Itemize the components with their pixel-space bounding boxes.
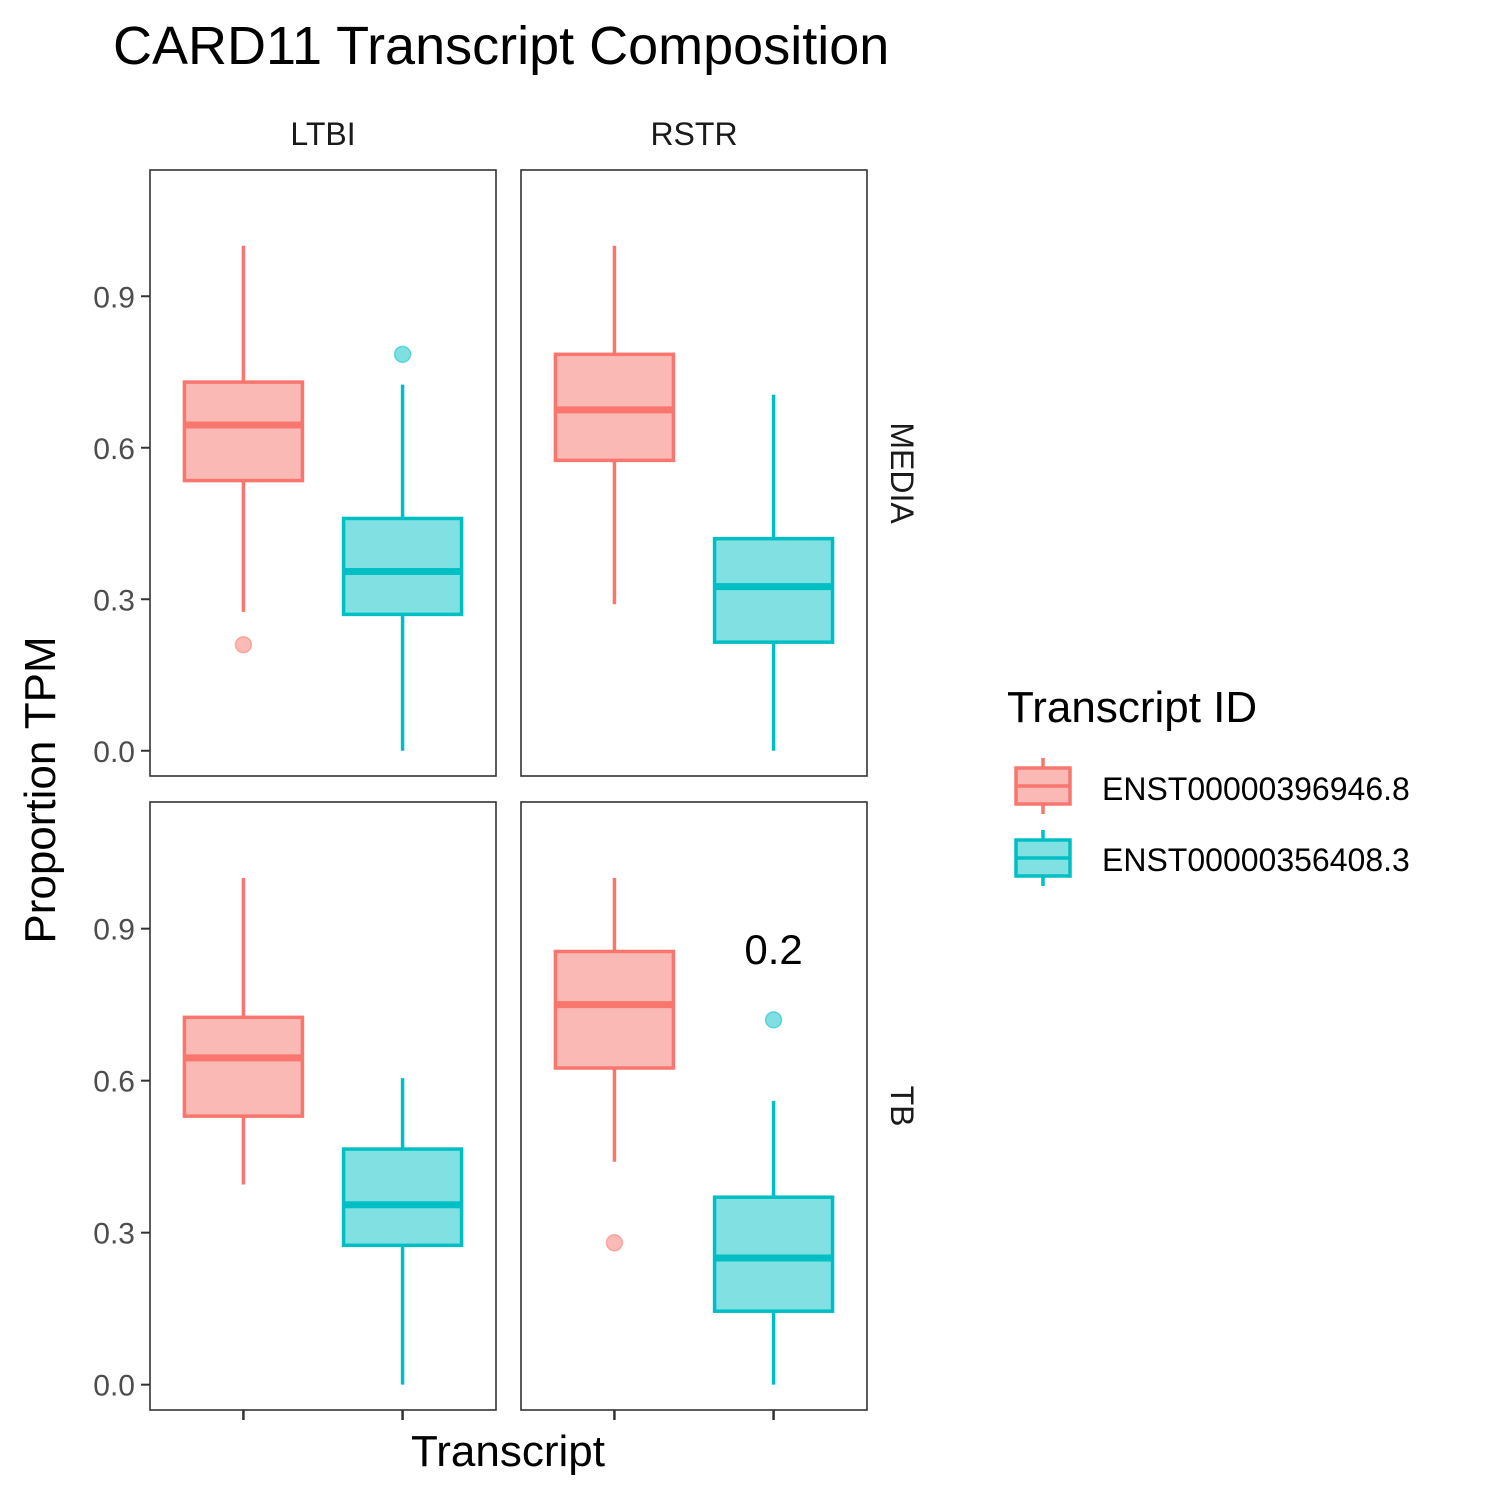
- legend: Transcript ID ENST00000396946.8 ENST0000…: [1007, 683, 1410, 886]
- chart-title: CARD11 Transcript Composition: [113, 16, 889, 76]
- facet-strip-ltbi: LTBI: [290, 116, 355, 152]
- y-tick-label: 0.3: [93, 584, 135, 617]
- y-tick-label: 0.6: [93, 433, 135, 466]
- box-body: [553, 949, 676, 1070]
- panels-group: 0.0 0.3 0.6 0.9 0.0 0.3 0.6 0.9 0.2: [93, 169, 868, 1420]
- panel-media-rstr: [520, 169, 868, 777]
- box-tb-ltbi-1: [182, 878, 305, 1185]
- legend-key-1: [1014, 758, 1072, 814]
- outlier-point: [605, 1234, 624, 1252]
- outlier-point: [393, 345, 412, 364]
- panel-tb-ltbi: [149, 801, 497, 1411]
- box-media-rstr-1: [553, 245, 676, 605]
- outlier-point: [764, 1011, 783, 1029]
- facet-strip-tb: TB: [884, 1086, 920, 1127]
- y-tick-label: 0.9: [93, 914, 135, 947]
- y-tick-label: 0.6: [93, 1066, 135, 1099]
- facet-strip-rstr: RSTR: [650, 116, 737, 152]
- box-tb-rstr-1: [553, 878, 676, 1252]
- y-axis-title: Proportion TPM: [16, 636, 65, 943]
- facet-strip-media: MEDIA: [884, 422, 920, 524]
- box-media-ltbi-1: [182, 245, 305, 654]
- outlier-point: [234, 635, 253, 654]
- box-body: [341, 1147, 464, 1248]
- y-tick-label: 0.0: [93, 736, 135, 769]
- legend-label-2: ENST00000356408.3: [1102, 842, 1410, 878]
- legend-label-1: ENST00000396946.8: [1102, 771, 1410, 807]
- panel-tb-rstr: [520, 801, 868, 1411]
- box-media-rstr-2: [712, 394, 835, 751]
- box-body: [341, 516, 464, 617]
- legend-key-2: [1014, 830, 1072, 886]
- legend-title: Transcript ID: [1007, 683, 1257, 732]
- box-body: [182, 1015, 305, 1118]
- box-tb-ltbi-2: [341, 1078, 464, 1385]
- box-body: [712, 1195, 835, 1313]
- box-media-ltbi-2: [341, 345, 464, 751]
- y-tick-label: 0.3: [93, 1218, 135, 1251]
- box-body: [182, 380, 305, 483]
- y-tick-label: 0.9: [93, 281, 135, 314]
- annotation-label: 0.2: [744, 926, 802, 973]
- x-axis-title: Transcript: [411, 1427, 605, 1476]
- y-tick-label: 0.0: [93, 1370, 135, 1403]
- box-tb-rstr-2: [712, 1011, 835, 1385]
- box-body: [712, 536, 835, 644]
